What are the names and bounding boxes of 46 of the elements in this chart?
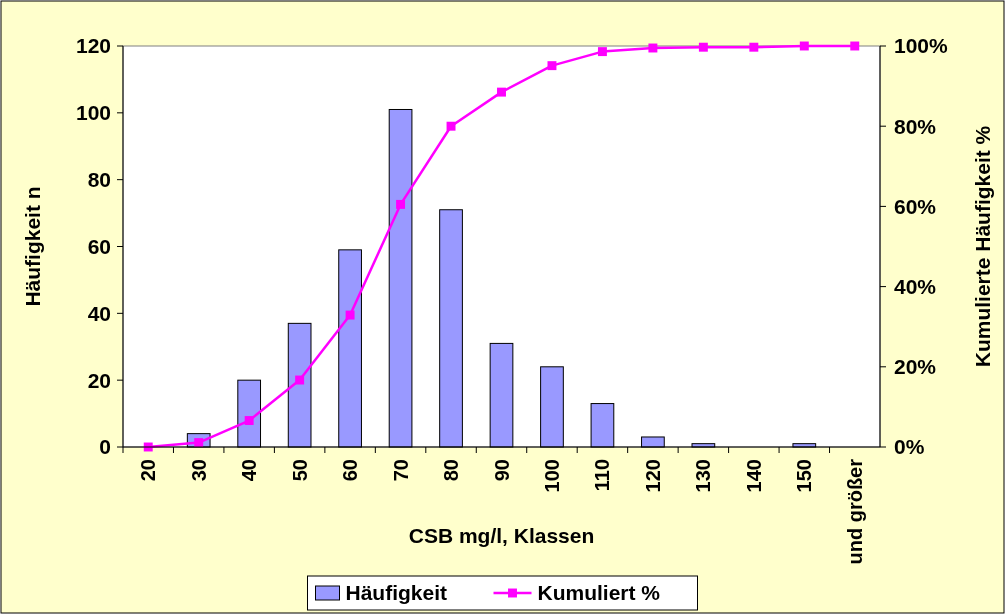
x-tick-label: und größer [843, 458, 866, 565]
point [295, 375, 305, 385]
y-tick-label: 80 [87, 168, 111, 192]
point [850, 41, 860, 51]
x-tick-label: 60 [339, 459, 362, 482]
point [749, 42, 759, 52]
legend-label: Kumuliert % [537, 581, 661, 605]
point [799, 41, 809, 51]
y2-tick-label: 40% [894, 274, 937, 298]
y-tick-label: 40 [87, 301, 111, 325]
x-tick-label: 140 [742, 459, 765, 493]
legend-label: Häufigkeit [345, 581, 448, 605]
point [446, 121, 456, 131]
y2-tick-label: 20% [894, 355, 937, 379]
y2-tick-label: 80% [894, 114, 937, 138]
point [698, 42, 708, 52]
x-tick-label: 150 [793, 459, 816, 493]
x-tick-label: 40 [238, 459, 261, 482]
x-tick-label: 100 [540, 459, 563, 493]
point [547, 61, 557, 71]
y2-tick-label: 0% [894, 435, 925, 459]
y-tick-label: 60 [87, 234, 111, 258]
point [244, 416, 254, 426]
x-tick-label: 110 [591, 459, 614, 492]
y-tick-label: 120 [75, 34, 111, 58]
x-tick-label: 20 [137, 459, 160, 482]
y2-tick-label: 60% [894, 194, 937, 218]
y2-axis-title: Kumulierte Häufigkeit % [971, 125, 994, 368]
y-tick-label: 100 [75, 101, 111, 125]
y-axis-title: Häufigkeit n [21, 186, 44, 307]
point [648, 43, 658, 53]
point [597, 47, 607, 57]
y2-tick-label: 100% [894, 34, 949, 58]
x-tick-label: 70 [389, 459, 412, 482]
point [396, 199, 406, 209]
y-tick-label: 20 [87, 368, 111, 392]
point [345, 310, 355, 320]
x-tick-label: 30 [187, 459, 210, 482]
x-tick-label: 120 [641, 459, 664, 493]
x-axis-title: CSB mg/l, Klassen [408, 524, 595, 547]
x-tick-label: 50 [288, 459, 311, 482]
x-tick-label: 130 [692, 459, 715, 493]
x-tick-label: 80 [440, 459, 463, 482]
x-tick-label: 90 [490, 459, 513, 482]
y-tick-label: 0 [99, 435, 111, 459]
point [497, 87, 506, 97]
